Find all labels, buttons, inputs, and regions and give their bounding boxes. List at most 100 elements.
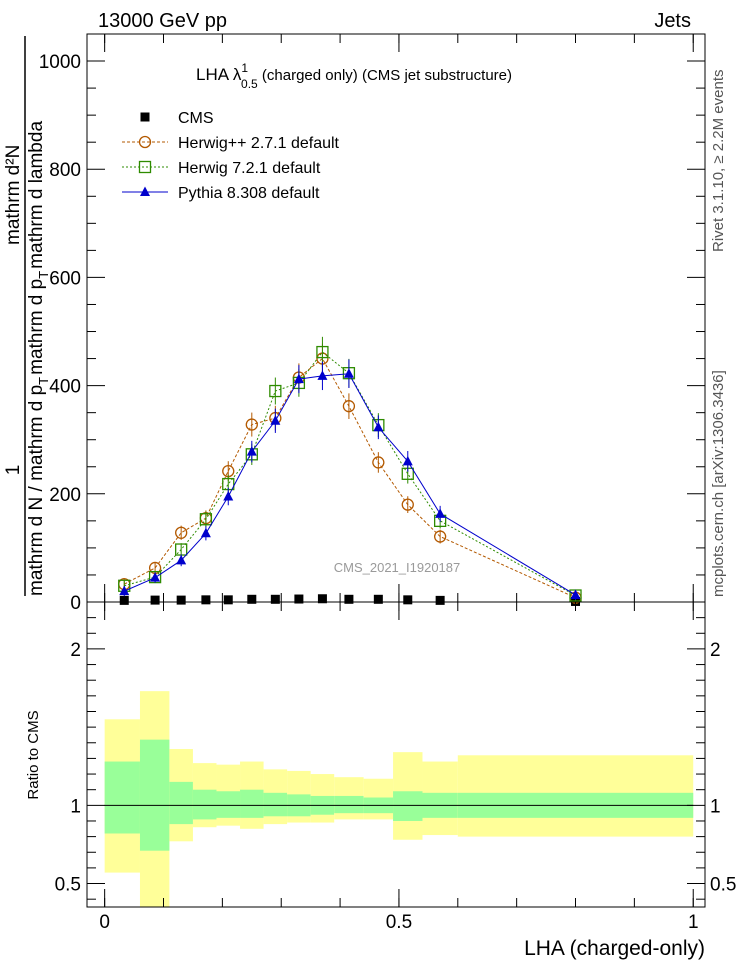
main-panel: 0 200 400 600 800 1000 LHA λ1 0.5 (charged onl… xyxy=(39,33,706,614)
stat-uncertainty-band xyxy=(393,791,423,821)
herwig7-marker xyxy=(316,345,329,359)
herwigpp-marker xyxy=(372,456,385,469)
ylabel-num: mathrm d²N xyxy=(3,145,24,245)
side-label-top: Rivet 3.1.10, ≥ 2.2M events xyxy=(710,70,727,253)
main-y-tick-label: 0 xyxy=(70,593,81,614)
stat-uncertainty-band xyxy=(169,781,193,825)
legend: CMS Herwig++ 2.7.1 default Herwig 7.2.1 de… xyxy=(122,110,340,202)
herwig7-marker xyxy=(199,513,213,526)
stat-uncertainty-band xyxy=(216,791,241,818)
legend-label: Herwig 7.2.1 default xyxy=(178,160,321,177)
stat-uncertainty-band xyxy=(139,739,170,851)
herwig7-marker xyxy=(269,384,282,398)
ratio-y-tick-label: 2 xyxy=(70,640,81,661)
ylabel-den1-sub: T xyxy=(36,271,51,279)
ylabel-denominator-a: mathrm d N / mathrm d pTmathrm d pTmathr… xyxy=(26,121,51,596)
cms-marker xyxy=(317,594,327,604)
pythia-marker xyxy=(140,186,150,196)
cms-marker xyxy=(373,594,383,604)
cms-marker xyxy=(247,594,257,604)
cms-marker xyxy=(270,594,280,604)
x-tick-label: 0 xyxy=(99,912,110,933)
x-tick-label: 1 xyxy=(688,912,699,933)
ratio-bands xyxy=(104,691,694,907)
series-line-2 xyxy=(124,351,576,596)
herwigpp-marker xyxy=(245,418,258,431)
main-series xyxy=(118,336,582,606)
stat-uncertainty-band xyxy=(334,795,364,814)
ratio-ylabel: Ratio to CMS xyxy=(25,710,42,799)
stat-uncertainty-band xyxy=(192,789,217,820)
cms-marker xyxy=(435,595,445,605)
ratio-y-tick-label: 0.5 xyxy=(55,875,81,896)
ratio-frame xyxy=(86,601,706,908)
title-sup: 1 xyxy=(241,61,248,75)
herwigpp-marker xyxy=(433,530,447,543)
pythia-marker xyxy=(150,572,161,582)
herwigpp-marker xyxy=(401,498,414,511)
watermark: CMS_2021_I1920187 xyxy=(334,560,461,575)
herwigpp-marker xyxy=(175,526,188,539)
x-axis-label: LHA (charged-only) xyxy=(524,937,705,960)
cms-marker xyxy=(150,595,160,605)
pythia-marker xyxy=(176,554,187,565)
ratio-y-tick-label-right: 1 xyxy=(710,796,721,817)
main-y-tick-label: 400 xyxy=(49,377,81,398)
main-ylabel: 1 mathrm d²N mathrm d N / mathrm d pTmat… xyxy=(3,36,51,596)
stat-uncertainty-band xyxy=(104,761,140,834)
ylabel-left: mathrm d N / mathrm d p xyxy=(26,385,47,596)
cms-marker xyxy=(119,595,129,605)
main-ticks: 0 200 400 600 800 1000 xyxy=(39,33,705,614)
main-y-tick-label: 600 xyxy=(49,268,81,289)
herwigpp-marker xyxy=(138,135,152,149)
herwigpp-marker xyxy=(342,400,356,413)
pythia-marker xyxy=(246,446,257,456)
ratio-y-tick-label-right: 2 xyxy=(710,640,721,661)
ylabel-den2: mathrm d lambda xyxy=(26,121,47,269)
ylabel-numerator: mathrm d²N xyxy=(3,145,24,245)
cms-marker xyxy=(344,594,354,604)
cms-marker xyxy=(223,595,233,605)
pythia-marker xyxy=(223,491,234,501)
ratio-y-tick-label: 1 xyxy=(70,796,81,817)
ratio-panel: 0.5 0.5 1 1 2 2 0 0.5 1 xyxy=(55,601,736,933)
stat-uncertainty-band xyxy=(240,789,264,818)
chart-title: LHA λ1 0.5 (charged only) (CMS jet substr… xyxy=(196,61,512,91)
pythia-marker xyxy=(119,585,130,596)
legend-label: CMS xyxy=(178,110,214,127)
pythia-marker xyxy=(200,527,211,538)
pythia-marker xyxy=(402,455,413,466)
main-y-tick-label: 800 xyxy=(49,160,81,181)
header-left: 13000 GeV pp xyxy=(98,10,227,32)
title-sub: 0.5 xyxy=(241,77,258,91)
header-right: Jets xyxy=(654,10,691,32)
pythia-marker xyxy=(317,370,328,380)
series-line-3 xyxy=(124,373,576,596)
cms-marker xyxy=(201,595,211,605)
stat-uncertainty-band xyxy=(263,792,288,817)
title-main: LHA λ xyxy=(196,65,242,84)
pythia-marker xyxy=(343,368,354,378)
ylabel-left-sub: T xyxy=(36,377,51,385)
ylabel-one: 1 xyxy=(3,465,24,476)
pythia-marker xyxy=(570,589,581,599)
main-y-tick-label: 1000 xyxy=(39,52,81,73)
main-y-tick-label: 200 xyxy=(49,485,81,506)
x-tick-label: 0.5 xyxy=(386,912,412,933)
side-label-bottom: mcplots.cern.ch [arXiv:1306.3436] xyxy=(710,370,727,597)
legend-label: Herwig++ 2.7.1 default xyxy=(178,135,340,152)
pythia-marker xyxy=(435,508,446,518)
herwig7-marker xyxy=(138,160,152,174)
ratio-y-tick-label-right: 0.5 xyxy=(710,875,736,896)
cms-marker xyxy=(140,112,150,122)
pythia-marker xyxy=(293,373,304,384)
pythia-marker xyxy=(270,415,281,425)
pythia-marker xyxy=(373,421,384,432)
ratio-ticks: 0.5 0.5 1 1 2 2 0 0.5 1 xyxy=(55,602,736,933)
legend-label: Pythia 8.308 default xyxy=(178,185,320,202)
cms-marker xyxy=(176,595,186,605)
cms-marker xyxy=(403,595,413,605)
ylabel-left-tail: mathrm d p xyxy=(26,279,47,375)
title-rest: (charged only) (CMS jet substructure) xyxy=(258,67,512,84)
